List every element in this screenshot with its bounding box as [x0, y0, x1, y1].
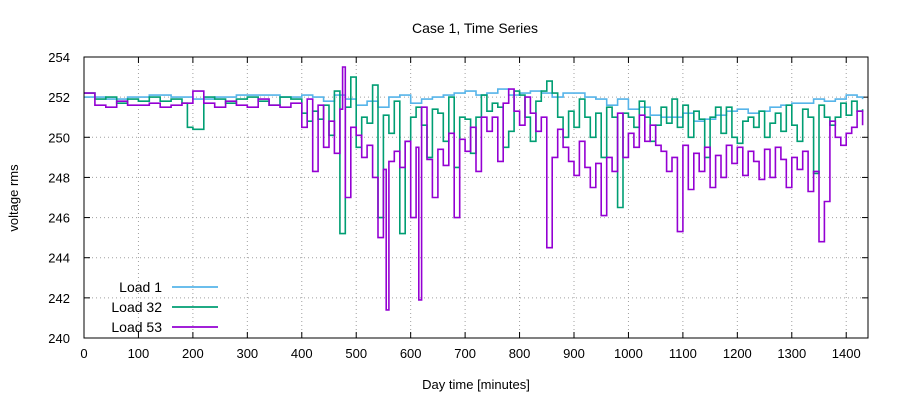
x-axis-title: Day time [minutes] [422, 377, 530, 392]
series-lines [84, 66, 864, 311]
legend-label-load-32: Load 32 [111, 299, 162, 315]
x-tick-label: 1400 [832, 346, 861, 361]
series-line-load-1 [84, 88, 864, 122]
y-tick-label: 250 [48, 130, 70, 145]
x-tick-label: 500 [345, 346, 367, 361]
x-tick-label: 1200 [723, 346, 752, 361]
series-line-load-32 [84, 76, 864, 235]
y-tick-label: 240 [48, 331, 70, 346]
plot-frame [83, 56, 869, 339]
x-tick-label: 1000 [614, 346, 643, 361]
x-tick-label: 1300 [777, 346, 806, 361]
x-tick-label: 800 [509, 346, 531, 361]
x-tick-label: 400 [291, 346, 313, 361]
legend-label-load-1: Load 1 [119, 279, 162, 295]
x-tick-label: 0 [80, 346, 87, 361]
legend: Load 1 Load 32 Load 53 [111, 279, 218, 335]
y-tick-label: 248 [48, 170, 70, 185]
y-tick-label: 244 [48, 251, 70, 266]
chart-title: Case 1, Time Series [412, 20, 538, 36]
x-tick-label: 300 [236, 346, 258, 361]
series-line-load-53 [84, 66, 864, 311]
x-tick-label: 200 [182, 346, 204, 361]
x-tick-label: 100 [128, 346, 150, 361]
y-axis-title: voltage rms [6, 164, 21, 232]
y-tick-label: 246 [48, 211, 70, 226]
y-tick-label: 252 [48, 90, 70, 105]
x-tick-label: 900 [563, 346, 585, 361]
axis-ticks: 0 100 200 300 400 500 600 700 800 900 1000 1100 1200… [48, 50, 868, 361]
y-tick-label: 254 [48, 50, 70, 65]
x-tick-label: 1100 [669, 346, 697, 361]
x-tick-label: 600 [400, 346, 422, 361]
y-tick-label: 242 [48, 291, 70, 306]
legend-label-load-53: Load 53 [111, 319, 162, 335]
x-tick-label: 700 [454, 346, 476, 361]
